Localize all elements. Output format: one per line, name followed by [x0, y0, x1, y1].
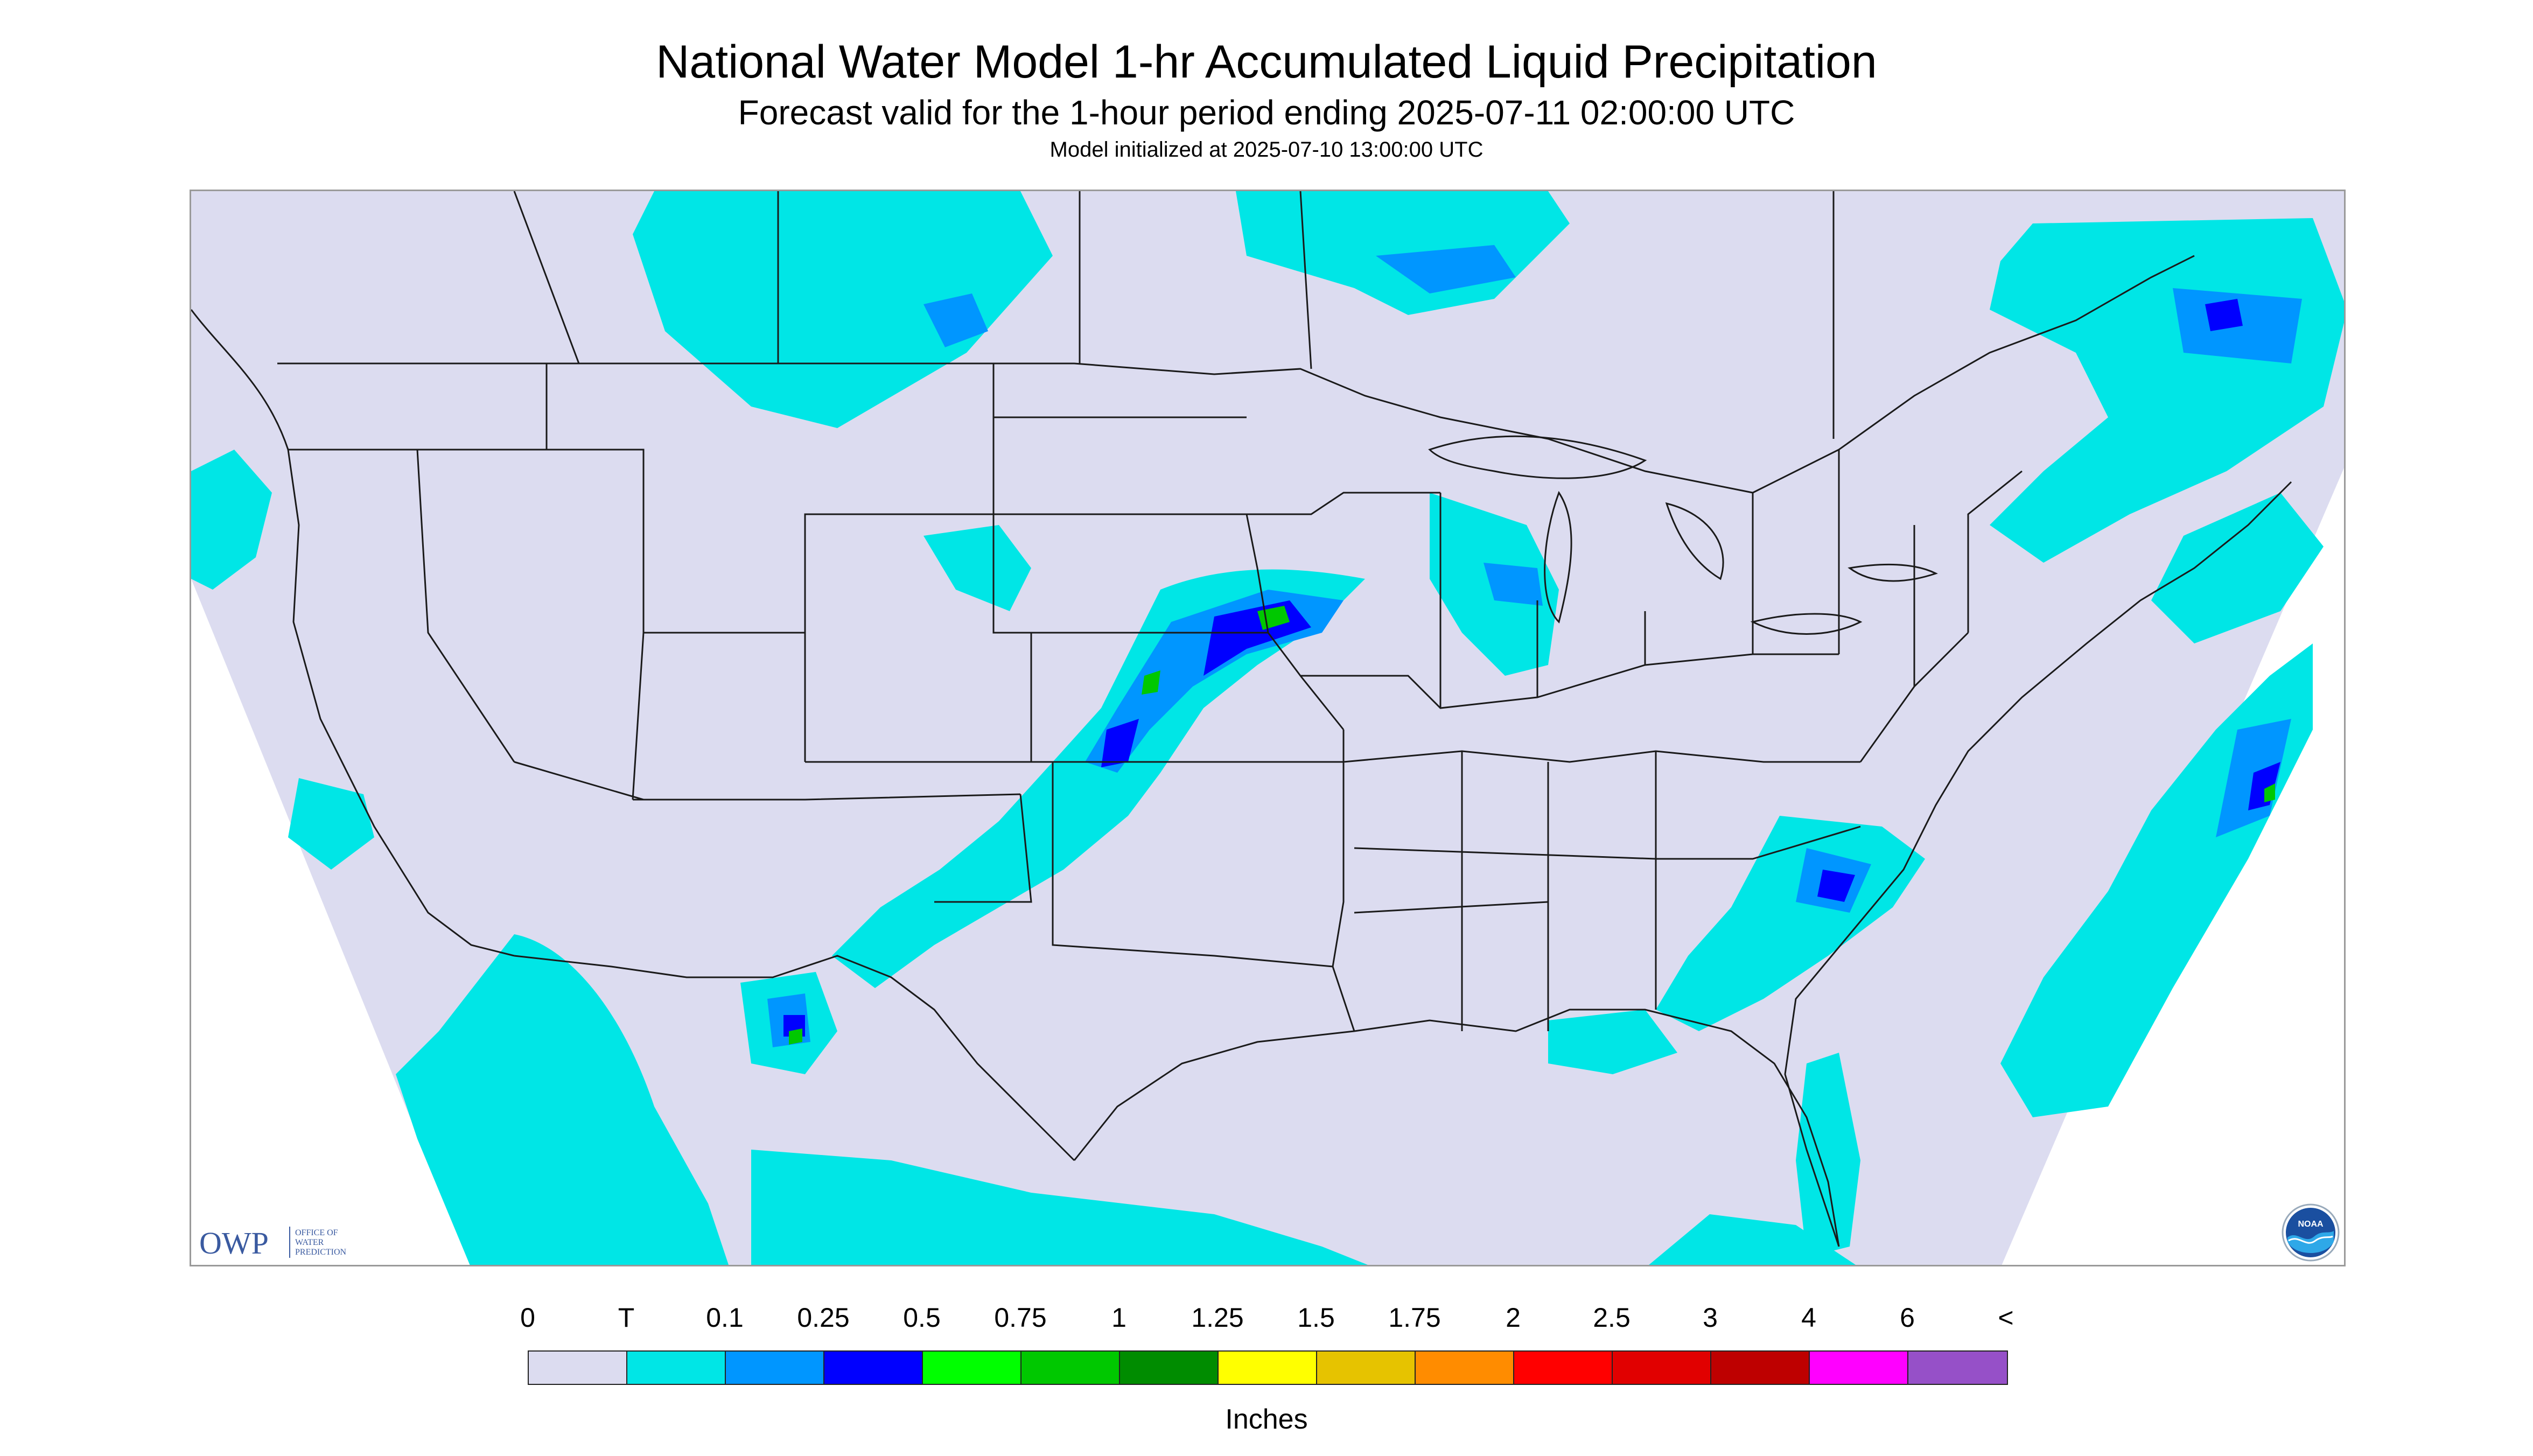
- legend-label: 6: [1900, 1303, 1915, 1333]
- legend-label: 0: [520, 1303, 535, 1333]
- legend-label: 1.25: [1191, 1303, 1244, 1333]
- legend-swatch: [529, 1352, 627, 1384]
- legend-label: 4: [1801, 1303, 1816, 1333]
- model-init-line: Model initialized at 2025-07-10 13:00:00…: [1049, 138, 1484, 162]
- precipitation-map: [190, 190, 2346, 1266]
- legend-swatch: [1711, 1352, 1810, 1384]
- legend-label: 1.75: [1388, 1303, 1441, 1333]
- legend-label: T: [618, 1303, 635, 1333]
- map-canvas: [191, 191, 2344, 1265]
- legend-label: <: [1998, 1303, 2014, 1333]
- legend-label: 0.5: [903, 1303, 941, 1333]
- legend-swatch: [1021, 1352, 1120, 1384]
- legend-label: 2.5: [1593, 1303, 1631, 1333]
- legend-swatch: [1810, 1352, 1908, 1384]
- political-boundaries: [191, 191, 2292, 1247]
- legend-swatch: [1120, 1352, 1219, 1384]
- owp-logo-line-1: OFFICE OF: [295, 1228, 338, 1237]
- map-domain: [191, 191, 2344, 1265]
- legend-swatch: [824, 1352, 923, 1384]
- legend-swatch: [1514, 1352, 1613, 1384]
- legend-swatch: [627, 1352, 726, 1384]
- legend-label: 1: [1111, 1303, 1126, 1333]
- legend-label: 0.25: [797, 1303, 850, 1333]
- legend-label: 0.1: [706, 1303, 744, 1333]
- legend-label: 2: [1506, 1303, 1521, 1333]
- map-title: National Water Model 1-hr Accumulated Li…: [656, 36, 1877, 88]
- owp-logo-line-2: WATER: [295, 1238, 324, 1247]
- owp-logo-icon: OWP OFFICE OF WATER PREDICTION: [199, 1223, 372, 1261]
- legend-swatch: [726, 1352, 824, 1384]
- legend-swatch: [1317, 1352, 1416, 1384]
- legend-labels: 0 T 0.1 0.25 0.5 0.75 1 1.25 1.5 1.75 2 2.5 3 4 6 <: [0, 1302, 2533, 1334]
- legend-label: 0.75: [994, 1303, 1047, 1333]
- map-subtitle: Forecast valid for the 1-hour period end…: [738, 93, 1795, 132]
- noaa-logo-icon: NOAA: [2281, 1203, 2340, 1262]
- legend-color-bar: [528, 1350, 2008, 1385]
- legend-unit-label: Inches: [1225, 1404, 1308, 1435]
- legend-swatch: [923, 1352, 1021, 1384]
- owp-logo-line-3: PREDICTION: [295, 1248, 347, 1257]
- legend-swatch: [1613, 1352, 1711, 1384]
- legend-swatch: [1219, 1352, 1317, 1384]
- legend-swatch: [1416, 1352, 1514, 1384]
- legend-label: 3: [1703, 1303, 1718, 1333]
- owp-logo-mark: OWP: [199, 1226, 269, 1261]
- legend-swatch: [1908, 1352, 2007, 1384]
- legend-label: 1.5: [1297, 1303, 1335, 1333]
- noaa-logo-mark: NOAA: [2298, 1220, 2324, 1229]
